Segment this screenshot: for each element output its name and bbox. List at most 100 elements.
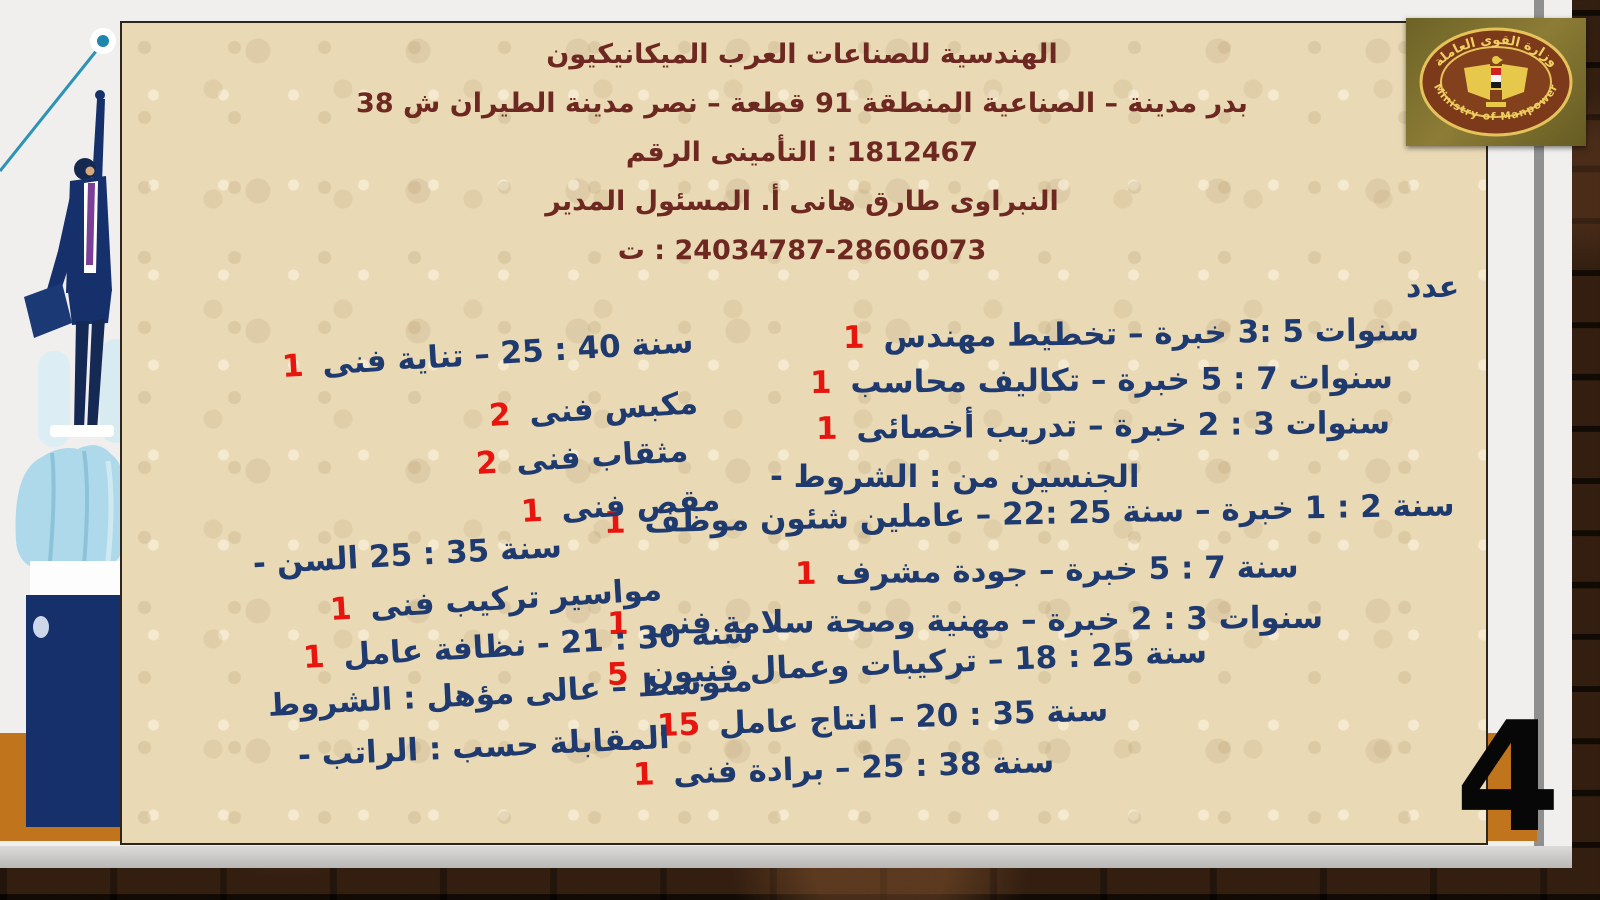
word: : <box>654 235 666 266</box>
word: المسئول <box>634 186 752 217</box>
word: مكبس <box>603 385 699 427</box>
job-line: - الشروط : من الجنسين <box>770 459 1139 495</box>
job-line: 1 أخصائى تدريب – خبرة 2 : 3 سنوات <box>816 405 1390 447</box>
count-badge: 2 <box>474 444 499 482</box>
word: : <box>1229 406 1243 443</box>
word: مؤهل <box>425 675 515 716</box>
word: – <box>1127 315 1144 353</box>
word: فنى <box>560 487 627 528</box>
word: مدينة <box>564 88 635 119</box>
word: 20 <box>914 697 960 735</box>
word: 38 <box>937 746 983 784</box>
word: 2 <box>1359 488 1383 526</box>
word: 18 <box>1013 639 1058 678</box>
flag-red <box>1491 68 1501 75</box>
word: سنوات <box>1288 359 1394 397</box>
word: فنى <box>672 753 739 792</box>
word: : <box>421 535 437 573</box>
word: سنة <box>690 614 755 654</box>
word: مواسير <box>549 571 663 615</box>
word: مشرف <box>835 553 942 592</box>
job-line: 1 مشرف جودة – خبرة 5 : 7 سنة <box>795 549 1299 592</box>
word: الشروط <box>267 681 394 724</box>
word: سنة <box>1236 548 1299 586</box>
word: – <box>610 669 628 706</box>
word: متوسط <box>636 662 754 705</box>
word: عالى <box>523 670 602 711</box>
word: مقص <box>635 481 722 523</box>
word: .أ <box>760 186 780 217</box>
word: ت <box>617 235 645 266</box>
word: سنة <box>1392 487 1455 525</box>
count-badge: 1 <box>328 590 353 628</box>
word: 7 <box>1256 360 1278 398</box>
count-badge: 1 <box>842 319 865 356</box>
word: : <box>1067 638 1082 676</box>
word: هانى <box>789 186 856 217</box>
word: برادة <box>747 751 825 790</box>
word: عامل <box>718 703 800 742</box>
word: وعمال <box>748 647 850 688</box>
word: 35 <box>991 694 1037 733</box>
word: الراتب <box>320 732 420 773</box>
word: المقابلة <box>548 719 671 762</box>
word: خبرة <box>1047 601 1121 639</box>
word: فنى <box>369 585 436 626</box>
count-badge: 1 <box>519 492 544 530</box>
word: 21 <box>559 622 605 662</box>
word: سنة <box>1045 692 1109 731</box>
word: للصناعات <box>805 39 931 70</box>
word: : <box>613 621 628 659</box>
eagle-wing <box>1502 64 1528 100</box>
word: 25 <box>368 537 414 576</box>
word: 1812467 <box>846 137 979 168</box>
word: الميكانيكيون <box>546 39 709 70</box>
count-badge: 1 <box>301 638 326 676</box>
word: التأمينى <box>710 137 817 168</box>
word: – <box>473 336 491 374</box>
leg <box>87 319 105 431</box>
word: – <box>834 750 852 787</box>
word: : <box>929 459 942 495</box>
word: سنة <box>991 743 1055 782</box>
word: – <box>707 88 721 119</box>
word: شئون <box>759 499 850 538</box>
tie <box>86 183 95 265</box>
slide-background: الميكانيكيون العرب للصناعات الهندسية 38 ش… <box>0 0 1572 868</box>
word: بدر <box>1206 88 1248 119</box>
hand <box>95 90 105 100</box>
slide-bottom-edge <box>0 846 1572 868</box>
word: : <box>1180 550 1194 587</box>
header-line: المدير المسئول .أ هانى طارق النبراوى <box>162 177 1442 226</box>
word: عامل <box>342 633 424 674</box>
word: تناية <box>396 337 465 378</box>
word: : <box>826 137 838 168</box>
count-badge: 1 <box>794 555 817 592</box>
word: تركيب <box>444 579 541 621</box>
word: الصناعية <box>982 88 1096 119</box>
word: : <box>553 331 568 369</box>
word: أخصائى <box>856 409 975 447</box>
word: 22: <box>1001 495 1058 533</box>
ledge <box>50 425 114 437</box>
count-badge: 1 <box>632 756 656 793</box>
word: 2 <box>1130 601 1153 638</box>
face <box>85 166 95 176</box>
word: عاملين <box>859 497 966 536</box>
word: فنى <box>528 391 595 432</box>
word: سنة <box>630 323 695 364</box>
word: الرقم <box>625 137 701 168</box>
word: طارق <box>865 186 941 217</box>
word: وصحة <box>825 603 916 641</box>
word: سنوات <box>1285 404 1391 443</box>
word: نظافة <box>432 627 528 669</box>
word: خبرة <box>1117 361 1191 399</box>
word: قطعة <box>730 88 806 119</box>
briefcase <box>24 283 72 338</box>
word: : <box>402 680 417 717</box>
header-line: الميكانيكيون العرب للصناعات الهندسية <box>162 30 1442 79</box>
word: – <box>1087 407 1104 445</box>
flag-black <box>1491 82 1501 88</box>
word: 3 <box>1186 600 1209 637</box>
